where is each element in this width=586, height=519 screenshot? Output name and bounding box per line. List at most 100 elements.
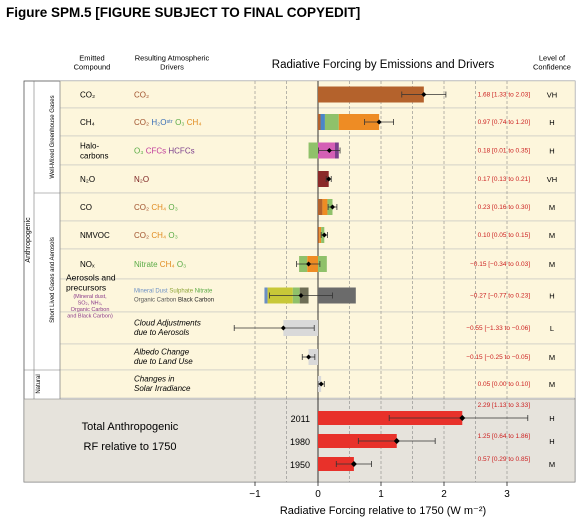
bar-segment	[322, 199, 328, 215]
row-background	[59, 369, 576, 399]
group-label-anthropogenic: Anthropogenic	[25, 217, 32, 263]
value-label: −0.27 [−0.77 to 0.23]	[470, 293, 530, 300]
driver-labels: CO₂ CH₄ O₃	[134, 231, 178, 240]
bar-segment	[324, 114, 339, 130]
year-label: 2011	[291, 414, 310, 424]
x-tick-label: 0	[315, 489, 321, 500]
value-label: −0.15 [−0.25 to −0.05]	[466, 354, 530, 361]
best-estimate-marker	[298, 293, 304, 298]
bar-segment	[318, 114, 321, 130]
driver-labels: Nitrate CH₄ O₃	[134, 260, 186, 269]
bar-segment	[318, 199, 323, 215]
bar-segment	[320, 114, 325, 130]
x-tick-label: −1	[249, 489, 261, 500]
x-tick-label: 2	[441, 489, 447, 500]
value-label: 0.23 [0.16 to 0.30]	[478, 204, 531, 211]
value-label: 1.68 [1.33 to 2.03]	[478, 92, 531, 99]
confidence-label: VH	[547, 175, 557, 184]
compound-sublabel: (Mineral dust, SO₂, NH₃, Organic Carbon and…	[67, 294, 113, 320]
value-label: 0.05 [0.00 to 0.10]	[478, 381, 531, 388]
confidence-label: M	[549, 460, 555, 469]
driver-labels: CO₂	[134, 91, 149, 100]
best-estimate-marker	[321, 232, 327, 238]
confidence-label: L	[550, 324, 554, 333]
row-background	[59, 80, 576, 109]
best-estimate-marker	[326, 176, 332, 182]
bar-segment	[318, 256, 327, 272]
compound-label: CO₂	[80, 91, 95, 100]
best-estimate-marker	[393, 438, 400, 444]
confidence-label: H	[549, 118, 554, 127]
best-estimate-marker	[459, 415, 466, 421]
bar-segment	[308, 142, 318, 159]
driver-labels: CO₂ H₂Oˢᵗʳ O₃ CH₄	[134, 118, 202, 127]
bar-segment	[318, 171, 329, 187]
best-estimate-marker	[350, 461, 357, 467]
driver-italic-label: Changes in Solar Irradiance	[134, 374, 191, 393]
compound-label: CH₄	[80, 118, 95, 127]
compound-label: N₂O	[80, 175, 95, 184]
value-label: −0.55 [−1.33 to −0.06]	[466, 325, 530, 332]
x-axis-label: Radiative Forcing relative to 1750 (W m⁻…	[280, 505, 486, 517]
bar-segment	[338, 114, 380, 130]
chart-title: Radiative Forcing by Emissions and Drive…	[272, 59, 495, 71]
value-label: 0.97 [0.74 to 1.20]	[478, 119, 531, 126]
total-bar	[318, 434, 397, 448]
header-confidence: Level of Confidence	[533, 54, 571, 72]
total-background	[23, 398, 576, 483]
driver-italic-label: Cloud Adjustments due to Aerosols	[134, 318, 201, 337]
confidence-label: H	[549, 147, 554, 156]
confidence-label: M	[549, 231, 555, 240]
value-label: 2.29 [1.13 to 3.33]	[478, 402, 531, 409]
header-emitted-compound: Emitted Compound	[74, 54, 111, 72]
best-estimate-marker	[306, 261, 312, 267]
best-estimate-marker	[326, 148, 332, 153]
driver-labels: O₃ CFCs HCFCs	[134, 147, 195, 156]
value-label: 0.17 [0.13 to 0.21]	[478, 176, 531, 183]
group-label-wmghg: Well-Mixed Greenhouse Gases	[50, 95, 56, 178]
driver-italic-label: Albedo Change due to Land Use	[133, 347, 193, 366]
compound-label: Halo-carbons	[80, 142, 108, 161]
driver-labels: Mineral Dust Sulphate Nitrate Organic Car…	[134, 289, 214, 304]
best-estimate-marker	[376, 119, 382, 125]
value-label: −0.15 [−0.34 to 0.03]	[470, 261, 530, 268]
confidence-label: M	[549, 353, 555, 362]
compound-label: NMVOC	[80, 231, 110, 240]
driver-labels: CO₂ CH₄ O₃	[134, 203, 178, 212]
confidence-label: M	[549, 203, 555, 212]
bar-segment	[318, 227, 320, 243]
header-atmospheric-drivers: Resulting Atmospheric Drivers	[135, 54, 210, 72]
best-estimate-marker	[421, 92, 427, 97]
group-label-natural: Natural	[36, 374, 42, 393]
year-label: 1980	[290, 437, 310, 447]
row-background	[59, 107, 576, 137]
best-estimate-marker	[280, 325, 286, 331]
best-estimate-marker	[318, 381, 324, 387]
bar-segment	[264, 287, 268, 304]
value-label: 0.18 [0.01 to 0.35]	[478, 148, 531, 155]
confidence-label: M	[549, 380, 555, 389]
year-label: 1950	[290, 460, 310, 470]
compound-label: CO	[80, 203, 92, 212]
bar-segment	[318, 86, 424, 103]
confidence-label: VH	[547, 91, 557, 100]
x-tick-label: 1	[378, 489, 384, 500]
value-label: 0.10 [0.05 to 0.15]	[478, 232, 531, 239]
total-label: Total Anthropogenic RF relative to 1750	[82, 421, 179, 453]
group-label-short-lived: Short Lived Gases and Aerosols	[50, 237, 56, 323]
value-label: 1.25 [0.64 to 1.86]	[478, 433, 531, 440]
best-estimate-marker	[329, 204, 335, 210]
value-label: 0.57 [0.29 to 0.85]	[478, 456, 531, 463]
best-estimate-marker	[306, 354, 312, 360]
confidence-label: M	[549, 260, 555, 269]
row-background	[59, 164, 576, 194]
bar-segment	[319, 227, 322, 243]
confidence-label: H	[549, 414, 554, 423]
driver-labels: N₂O	[134, 175, 149, 184]
compound-label: Aerosols and precursors	[66, 273, 116, 293]
confidence-label: H	[549, 292, 554, 301]
x-tick-label: 3	[504, 489, 510, 500]
figure-title: Figure SPM.5 [FIGURE SUBJECT TO FINAL CO…	[6, 5, 361, 20]
bar-segment	[318, 287, 356, 304]
